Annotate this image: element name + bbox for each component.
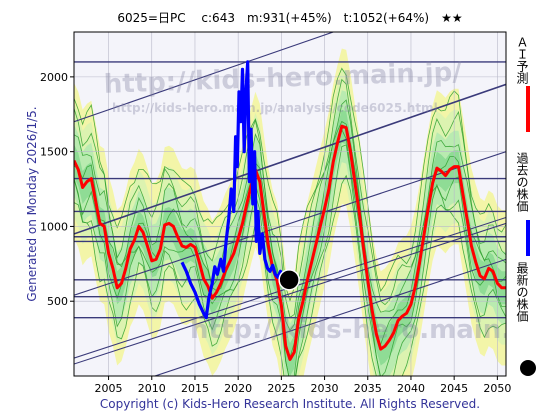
trend-line-5 xyxy=(153,258,506,376)
trend-line-0 xyxy=(74,32,335,123)
y-tick-label-500: 500 xyxy=(47,295,68,308)
prediction-path-6 xyxy=(74,67,506,303)
series-line-0 xyxy=(74,124,506,361)
latest-price-marker xyxy=(278,269,300,291)
legend-label-2: 最新の株価 xyxy=(515,262,529,322)
x-tick-label-2050: 2050 xyxy=(483,382,511,395)
y-axis: 500 1000 1500 2000 xyxy=(40,71,74,308)
prediction-path-2 xyxy=(74,128,506,376)
legend-swatch-2 xyxy=(520,360,536,376)
prediction-bands xyxy=(74,48,506,376)
y-tick-label-1000: 1000 xyxy=(40,220,68,233)
trend-line-1 xyxy=(74,83,506,235)
prediction-paths xyxy=(74,67,506,376)
x-tick-label-2040: 2040 xyxy=(397,382,425,395)
chart-title: 6025=日PC c:643 m:931(+45%) t:1052(+64%) … xyxy=(117,11,462,25)
legend-label-0: ＡＩ予測 xyxy=(515,36,529,85)
side-label: Generated on Monday 2026/1/5. xyxy=(25,106,39,301)
series-layer xyxy=(74,60,506,361)
y-tick-label-2000: 2000 xyxy=(40,71,68,84)
prediction-path-4 xyxy=(74,99,506,332)
x-tick-label-2035: 2035 xyxy=(354,382,382,395)
watermark-text-bottom: http://kids-hero.main.jp/ xyxy=(190,315,549,345)
x-tick-label-2015: 2015 xyxy=(181,382,209,395)
x-tick-label-2045: 2045 xyxy=(440,382,468,395)
prediction-path-0 xyxy=(74,174,506,376)
prediction-path-1 xyxy=(74,144,506,376)
latest-price-layer xyxy=(278,269,300,291)
prediction-band-3 xyxy=(74,109,506,376)
x-tick-label-2010: 2010 xyxy=(138,382,166,395)
x-tick-label-2025: 2025 xyxy=(267,382,295,395)
plot-area: http://kids-hero.main.jp/ http://kids-he… xyxy=(73,31,549,377)
x-axis: 2005 2010 2015 2020 2025 2030 2035 2040 2045 2050 xyxy=(95,376,511,395)
footer-copyright: Copyright (c) Kids-Hero Research Institu… xyxy=(100,397,480,411)
series-line-1 xyxy=(180,60,287,320)
trend-line-3 xyxy=(74,222,506,365)
plot-frame xyxy=(73,31,507,377)
y-tick-label-1500: 1500 xyxy=(40,146,68,159)
legend-label-1: 過去の株価 xyxy=(515,152,529,212)
x-tick-label-2005: 2005 xyxy=(95,382,123,395)
x-tick-label-2020: 2020 xyxy=(224,382,252,395)
x-tick-label-2030: 2030 xyxy=(311,382,339,395)
watermark-text-small: http://kids-hero.main.jp/analysis/code60… xyxy=(112,101,438,115)
